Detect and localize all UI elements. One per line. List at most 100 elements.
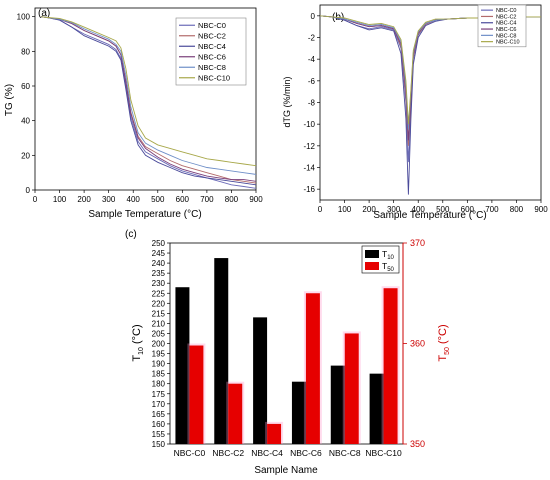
dtg-legend-label: NBC-C0 (496, 8, 516, 14)
tg-chart: 0 100 200 300 400 500 600 700 800 900 0 20 40 60 80 100… (4, 7, 263, 220)
bar-xlabel: Sample Name (254, 465, 318, 476)
tg-series-line (41, 16, 257, 167)
dtg-ytick-label: -10 (303, 120, 315, 129)
dtg-ytick-label: -8 (308, 99, 316, 108)
bar-category-label: NBC-C10 (365, 448, 402, 458)
dtg-ytick-label: -6 (308, 77, 316, 86)
tg-legend-label: NBC-C10 (198, 73, 230, 82)
dtg-ylabel: dTG (%/min) (282, 76, 292, 127)
bar-t50 (383, 288, 398, 444)
tg-ytick-label: 80 (21, 47, 30, 56)
bar-category-label: NBC-C4 (251, 448, 283, 458)
tg-legend-label: NBC-C8 (198, 63, 226, 72)
bar-category-label: NBC-C6 (290, 448, 322, 458)
bar-t50 (305, 293, 320, 444)
bar-ylabel-left: T10 (°C) (131, 324, 145, 361)
bar-ytick-left-label: 225 (152, 289, 166, 298)
bar-ytick-left-label: 195 (152, 350, 166, 359)
tg-legend-label: NBC-C2 (198, 31, 226, 40)
bar-t50 (189, 345, 204, 444)
tg-xtick-label: 500 (151, 195, 165, 204)
dtg-legend-box (477, 4, 527, 48)
dtg-xtick-label: 800 (510, 205, 524, 214)
tg-plot-frame (34, 7, 257, 191)
bar-t10 (253, 317, 268, 444)
dtg-xtick-label: 300 (387, 205, 401, 214)
tg-series-line (41, 16, 257, 175)
dtg-series-line (319, 15, 541, 125)
bar-ytick-left-label: 245 (152, 249, 166, 258)
bar-t50 (228, 383, 243, 444)
bar-ytick-left-label: 210 (152, 319, 166, 328)
dtg-ytick-label: -12 (303, 142, 315, 151)
tg-legend-label: NBC-C0 (198, 21, 226, 30)
bar-t10 (369, 373, 384, 444)
bar-ytick-left-label: 240 (152, 259, 166, 268)
bar-ytick-left-label: 165 (152, 410, 166, 419)
dtg-chart: 0 100 200 300 400 500 600 700 800 900 0 -2 -4 -6 -8 -10… (282, 4, 548, 221)
bar-category-label: NBC-C2 (212, 448, 244, 458)
dtg-xlabel: Sample Temperature (°C) (373, 210, 486, 221)
bar-ytick-left-label: 175 (152, 390, 166, 399)
dtg-ytick-label: -4 (308, 55, 316, 64)
dtg-xtick-label: 700 (485, 205, 499, 214)
bar-ytick-right-label: 360 (410, 339, 425, 349)
dtg-ytick-label: 0 (311, 12, 316, 21)
bar-t10 (214, 258, 229, 444)
dtg-xtick-label: 0 (318, 205, 323, 214)
tg-series-line (41, 16, 257, 182)
bar-ylabel-right: T50 (°C) (437, 324, 451, 361)
bar-legend-swatch (365, 262, 379, 270)
bar-ytick-left-label: 215 (152, 309, 166, 318)
dtg-xtick-label: 900 (534, 205, 548, 214)
tg-xtick-label: 900 (249, 195, 263, 204)
tg-xtick-label: 100 (53, 195, 67, 204)
bar-ytick-left-label: 230 (152, 279, 166, 288)
bar-t10 (330, 365, 345, 444)
tg-legend-box (175, 17, 247, 86)
tg-ylabel: TG (%) (4, 84, 15, 116)
bar-ytick-left-label: 160 (152, 420, 166, 429)
bar-t50 (267, 423, 282, 444)
tg-ytick-label: 100 (17, 13, 31, 22)
tg-legend-label: NBC-C4 (198, 42, 226, 51)
tg-ytick-label: 20 (21, 151, 30, 160)
tg-series-line (41, 16, 257, 186)
bar-ytick-left-label: 200 (152, 340, 166, 349)
tg-xtick-label: 0 (33, 195, 38, 204)
tg-ytick-label: 40 (21, 117, 30, 126)
bar-t10 (291, 381, 306, 444)
bar-ytick-left-label: 150 (152, 440, 166, 449)
dtg-xtick-label: 600 (461, 205, 475, 214)
bar-ytick-left-label: 190 (152, 360, 166, 369)
tg-xlabel: Sample Temperature (°C) (88, 209, 201, 220)
bar-t10 (175, 287, 190, 444)
bar-ytick-left-label: 250 (152, 239, 166, 248)
dtg-ytick-label: -16 (303, 185, 315, 194)
bar-ytick-left-label: 235 (152, 269, 166, 278)
dtg-xtick-label: 100 (338, 205, 352, 214)
tg-xtick-label: 400 (127, 195, 141, 204)
tg-xtick-label: 300 (102, 195, 116, 204)
dtg-legend-label: NBC-C2 (496, 14, 516, 20)
bar-ytick-left-label: 155 (152, 430, 166, 439)
t10-t50-chart: NBC-C0 NBC-C2 NBC-C4 NBC-C6 NBC-C8 NBC-C10 150… (131, 238, 451, 476)
bar-ytick-left-label: 220 (152, 299, 166, 308)
bar-legend-swatch (365, 250, 379, 258)
dtg-legend-label: NBC-C6 (496, 27, 516, 33)
bar-category-label: NBC-C8 (329, 448, 361, 458)
tg-ytick-label: 0 (26, 186, 31, 195)
bar-ytick-left-label: 185 (152, 370, 166, 379)
tg-xtick-label: 700 (200, 195, 214, 204)
dtg-legend-label: NBC-C10 (496, 40, 520, 46)
dtg-xtick-label: 500 (436, 205, 450, 214)
bar-ytick-right-label: 350 (410, 439, 425, 449)
tg-legend-label: NBC-C6 (198, 52, 226, 61)
bar-ytick-left-label: 205 (152, 329, 166, 338)
panel-c-label: (c) (125, 229, 137, 240)
dtg-legend-label: NBC-C8 (496, 33, 516, 39)
